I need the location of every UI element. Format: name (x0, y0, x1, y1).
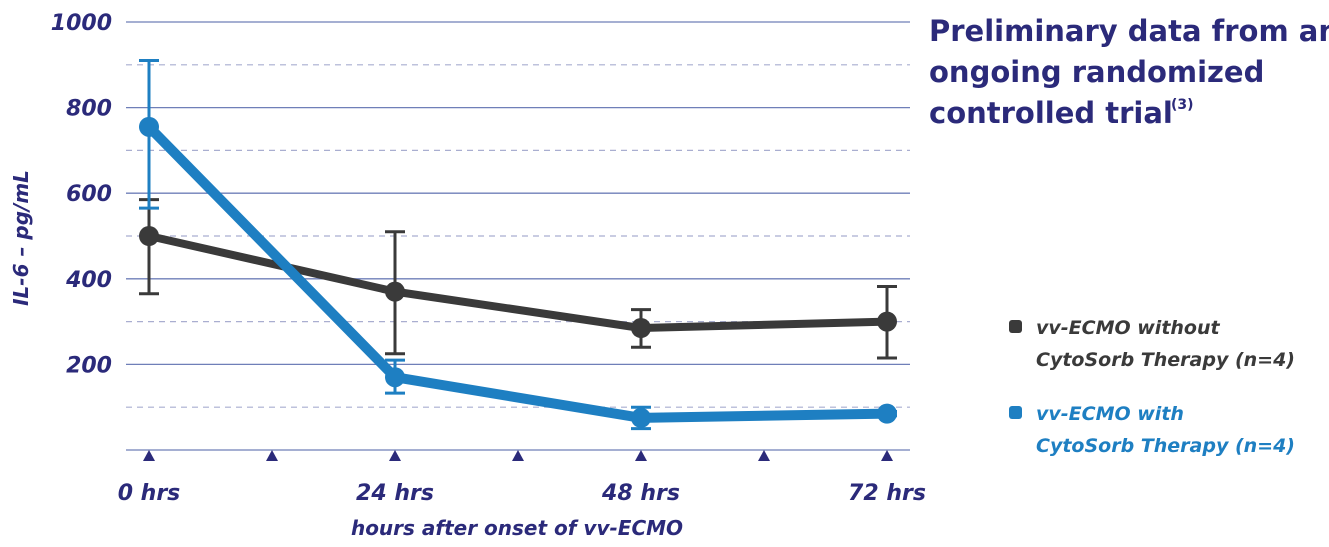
data-point-0-2 (631, 318, 651, 339)
y-tick-label-600: 600 (66, 182, 112, 207)
legend-swatch-without (1009, 320, 1022, 333)
data-point-1-2 (631, 407, 651, 428)
data-point-1-1 (385, 367, 405, 388)
x-tick-label-0: 0 hrs (118, 481, 181, 506)
axis-layer: 1000 800 600 400 200 0 hrs 24 hrs 48 hrs 72 hrs (51, 11, 926, 506)
data-point-1-3 (877, 403, 897, 424)
legend-label-with-line-1: vv-ECMO with (1036, 403, 1184, 425)
data-point-1-0 (139, 116, 159, 137)
x-marker-triangle-24 (389, 450, 401, 461)
data-point-0-0 (139, 226, 159, 246)
data-point-0-1 (385, 281, 405, 302)
chart-title: Preliminary data from an ongoing randomi… (929, 14, 1329, 130)
series-layer (139, 59, 897, 431)
x-marker-triangle-12 (266, 450, 278, 461)
x-axis-label: hours after onset of vv-ECMO (351, 516, 683, 540)
legend-label-with-line-2: CytoSorb Therapy (n=4) (1036, 435, 1295, 457)
grid-layer (126, 21, 910, 451)
x-marker-triangle-72 (881, 450, 893, 461)
legend: vv-ECMO without CytoSorb Therapy (n=4) v… (1009, 317, 1295, 457)
x-marker-triangle-48 (635, 450, 647, 461)
series-1 (139, 59, 897, 431)
chart-title-line-2: ongoing randomized (929, 55, 1264, 89)
x-marker-triangle-0 (143, 450, 155, 461)
legend-label-without-line-2: CytoSorb Therapy (n=4) (1036, 349, 1295, 371)
series-line-0 (145, 232, 891, 333)
y-tick-label-1000: 1000 (51, 11, 112, 36)
y-tick-label-800: 800 (66, 97, 112, 122)
series-0 (139, 198, 897, 360)
series-line-1 (144, 121, 892, 423)
x-marker-triangle-60 (758, 450, 770, 461)
legend-label-without-line-1: vv-ECMO without (1036, 317, 1221, 339)
x-marker-triangle-36 (512, 450, 524, 461)
y-tick-label-200: 200 (66, 353, 112, 378)
legend-swatch-with (1009, 406, 1022, 419)
legend-item-without: vv-ECMO without CytoSorb Therapy (n=4) (1009, 317, 1295, 371)
x-tick-label-48: 48 hrs (601, 481, 680, 506)
chart-title-line-1: Preliminary data from an (929, 14, 1329, 48)
chart-title-superscript: (3) (1171, 97, 1194, 113)
x-tick-label-72: 72 hrs (848, 481, 926, 506)
y-tick-label-400: 400 (65, 268, 112, 293)
data-point-0-3 (877, 311, 897, 332)
x-tick-label-24: 24 hrs (356, 481, 434, 506)
legend-item-with: vv-ECMO with CytoSorb Therapy (n=4) (1009, 403, 1295, 457)
chart-title-line-3: controlled trial (929, 96, 1173, 130)
y-axis-label: IL-6 – pg/mL (9, 170, 33, 306)
